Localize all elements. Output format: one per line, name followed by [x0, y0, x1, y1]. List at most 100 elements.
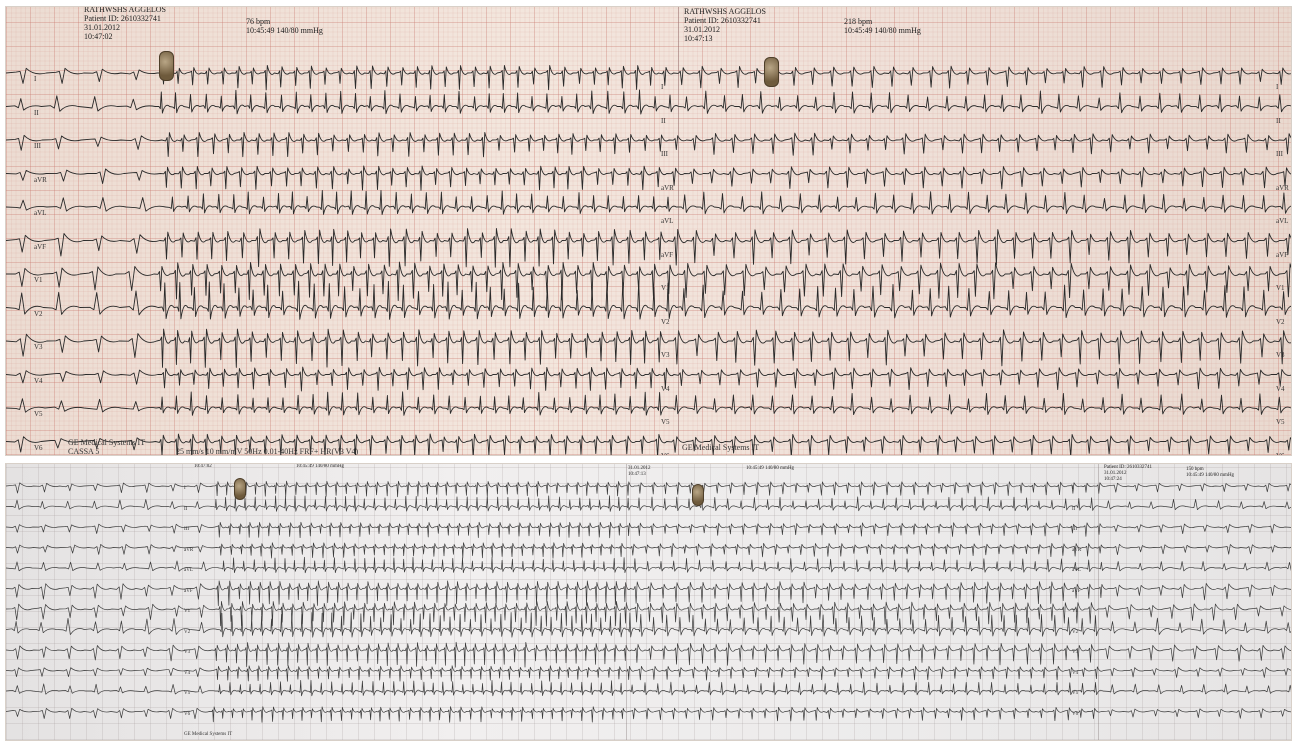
- ecg-trace-iii: [6, 521, 1291, 539]
- patient-id: Patient ID: 2610332741: [1104, 465, 1153, 470]
- lead-label-v4: V4: [661, 384, 670, 393]
- lead-label-v2: V2: [1276, 317, 1285, 326]
- patient-name: RATHWSHS AGGELOS: [684, 7, 767, 16]
- record-time: 10:47:24: [1104, 477, 1122, 482]
- ecg-trace-v2: [6, 612, 1291, 638]
- header-rate-block-1: 76 bpm 10:45:49 140/80 mmHg: [246, 17, 323, 35]
- header-vitals-1: 10:45:49 140/80 mmHg: [296, 464, 344, 470]
- vitals: 10:45:49 140/80 mmHg: [844, 26, 921, 35]
- lead-label-avl: aVL: [1276, 217, 1289, 225]
- ecg-trace-avr: [6, 165, 1291, 191]
- ecg-trace-v4: [6, 665, 1291, 682]
- ecg-trace-v5: [6, 679, 1291, 697]
- lead-label-v6: V6: [184, 711, 191, 717]
- lead-label-avl: aVL: [34, 209, 47, 217]
- ecg-trace-ii: [6, 89, 1291, 115]
- footer-vendor: GE Medical Systems IT: [184, 732, 233, 737]
- paper-clip: [234, 478, 246, 500]
- lead-label-v4: V4: [184, 670, 191, 676]
- footer-vendor: GE Medical Systems IT: [68, 438, 146, 447]
- vitals: 10:45:49 140/80 mmHg: [246, 26, 323, 35]
- lead-label-v6: V6: [1072, 711, 1079, 717]
- lead-label-ii: II: [661, 116, 666, 125]
- ecg-strip-top: RATHWSHS AGGELOS Patient ID: 2610332741 …: [5, 6, 1292, 456]
- lead-label-v2: V2: [34, 309, 43, 318]
- ecg-traces-top: [6, 64, 1291, 455]
- record-date: 31.01.2012: [84, 23, 120, 32]
- lead-label-avl: aVL: [661, 217, 674, 225]
- lead-label-v5: V5: [1072, 691, 1079, 696]
- record-date: 31.01.2012: [628, 466, 651, 471]
- header-block-1: 10:47:02: [194, 464, 212, 470]
- record-date: 31.01.2012: [684, 25, 720, 34]
- lead-label-v1: V1: [1276, 284, 1285, 292]
- lead-label-i: I: [661, 83, 664, 91]
- paper-seam: [626, 464, 627, 740]
- header-vitals-2: 10:45:49 140/80 mmHg: [746, 466, 794, 472]
- ecg-trace-avl: [6, 556, 1291, 574]
- lead-label-avl: aVL: [1072, 568, 1081, 573]
- lead-label-iii: III: [34, 142, 41, 150]
- record-time: 10:47:13: [628, 472, 646, 477]
- lead-label-ii: II: [1276, 116, 1281, 125]
- vitals: 10:45:49 140/80 mmHg: [746, 466, 795, 471]
- vitals: 10:45:49 140/80 mmHg: [1186, 473, 1235, 478]
- ecg-trace-v4: [6, 366, 1291, 392]
- record-time: 10:47:02: [84, 32, 113, 41]
- lead-label-iii: III: [184, 527, 189, 532]
- ecg-trace-ii: [6, 495, 1291, 512]
- header-block-3: Patient ID: 2610332741 31.01.2012 10:47:…: [1104, 465, 1152, 483]
- paper-seam: [1098, 464, 1099, 740]
- lead-label-avr: aVR: [184, 547, 194, 553]
- lead-label-v5: V5: [1276, 418, 1285, 426]
- ecg-trace-v3: [6, 641, 1291, 668]
- lead-label-v2: V2: [661, 317, 670, 326]
- ecg-trace-i: [6, 480, 1291, 498]
- header-block-2: RATHWSHS AGGELOS Patient ID: 2610332741 …: [684, 7, 766, 43]
- header-block-2: 31.01.2012 10:47:13: [628, 466, 651, 478]
- lead-label-ii: II: [34, 108, 39, 117]
- record-time: 10:47:13: [684, 34, 713, 43]
- lead-label-avf: aVF: [34, 242, 47, 251]
- vitals: 10:45:49 140/80 mmHg: [296, 464, 345, 469]
- lead-label-iii: III: [1072, 527, 1077, 532]
- ecg-trace-avl: [6, 189, 1291, 215]
- footer-settings: 25 mm/s 10 mm/mV 50Hz 0.01-40Hz FRF+ HR(…: [176, 447, 359, 456]
- ecg-trace-v5: [6, 391, 1291, 416]
- patient-id: Patient ID: 2610332741: [684, 16, 761, 25]
- record-time: 10:47:02: [194, 464, 212, 469]
- lead-label-v5: V5: [34, 410, 43, 418]
- lead-label-ii: II: [1072, 506, 1076, 512]
- ecg-trace-i: [6, 64, 1291, 91]
- lead-label-v4: V4: [34, 376, 43, 385]
- lead-label-v5: V5: [661, 418, 670, 426]
- lead-label-v1: V1: [34, 276, 43, 284]
- lead-label-i: I: [184, 486, 186, 491]
- ecg-trace-v6: [6, 706, 1291, 723]
- lead-label-v3: V3: [184, 650, 191, 655]
- lead-label-avl: aVL: [184, 568, 193, 573]
- footer-device: CASSA 5: [68, 447, 100, 456]
- heart-rate: 76 bpm: [246, 17, 271, 26]
- lead-label-v4: V4: [1072, 670, 1079, 676]
- patient-name: RATHWSHS AGGELOS: [84, 6, 167, 14]
- paper-clip: [159, 51, 174, 81]
- patient-id: Patient ID: 2610332741: [84, 14, 161, 23]
- ecg-trace-iii: [6, 132, 1291, 158]
- ecg-strip-bottom: 10:47:02 10:45:49 140/80 mmHg 31.01.2012…: [5, 463, 1292, 741]
- lead-label-iii: III: [661, 150, 668, 158]
- ecg-trace-v6: [6, 433, 1291, 455]
- ecg-trace-v2: [6, 280, 1291, 320]
- lead-label-i: I: [1276, 83, 1279, 91]
- lead-label-v3: V3: [34, 343, 43, 351]
- lead-label-i: I: [34, 75, 37, 83]
- footer-vendor: GE Medical Systems IT: [682, 443, 760, 452]
- lead-label-iii: III: [1276, 150, 1283, 158]
- header-rate-block-3: 150 bpm 10:45:49 140/80 mmHg: [1186, 467, 1234, 479]
- paper-clip: [764, 57, 779, 87]
- ecg-trace-avf: [6, 228, 1291, 268]
- lead-label-v4: V4: [1276, 384, 1285, 393]
- lead-label-i: I: [1072, 486, 1074, 491]
- lead-label-v5: V5: [184, 691, 191, 696]
- lead-label-avf: aVF: [184, 588, 193, 594]
